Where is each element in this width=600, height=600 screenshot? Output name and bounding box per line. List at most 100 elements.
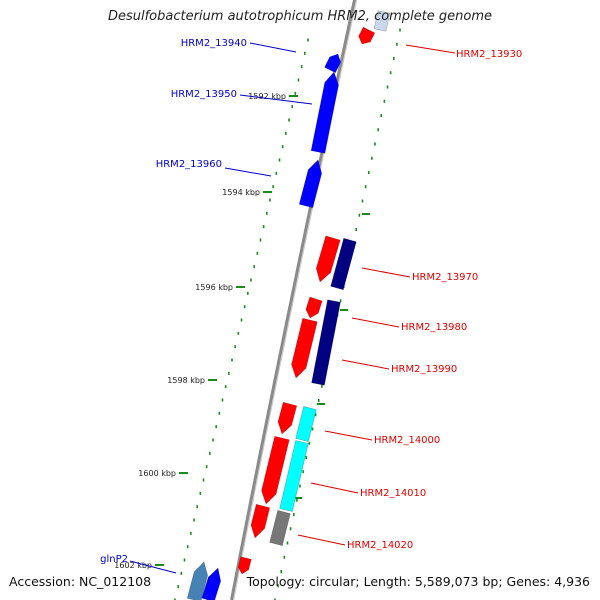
- gene-label-leader: [405, 44, 456, 54]
- inner-scale-dot: [237, 331, 240, 335]
- gene-label-leader: [129, 560, 177, 574]
- outer-scale-dot: [392, 57, 395, 60]
- gene-box-hrm2-14000: [295, 406, 317, 442]
- gene-box-hrm2-13970: [330, 237, 357, 291]
- outer-scale-dot: [367, 171, 370, 174]
- gene-arrow-plus-bottom: [201, 567, 222, 600]
- inner-scale-dot: [228, 371, 230, 375]
- gene-label-leader: [341, 359, 390, 370]
- gene-arrow-hrm2-13960: [298, 159, 323, 209]
- gene-box-hrm2-13990: [311, 299, 341, 386]
- inner-scale-dot: [253, 265, 255, 269]
- gene-label: HRM2_13990: [391, 364, 457, 375]
- gene-label: HRM2_13940: [181, 38, 247, 49]
- outer-scale-dot: [292, 513, 295, 516]
- outer-scale-dot: [296, 498, 298, 502]
- gene-arrow-glnp2: [186, 561, 209, 600]
- inner-scale-dot: [193, 518, 195, 522]
- gene-label-leader: [224, 167, 272, 177]
- inner-scale-dot: [205, 465, 208, 469]
- gene-label: HRM2_14020: [347, 540, 413, 551]
- gene-label-leader: [239, 94, 313, 105]
- genome-stats-text: Topology: circular; Length: 5,589,073 bp…: [246, 574, 590, 589]
- inner-scale-dot: [180, 571, 183, 575]
- gene-box-top: [373, 10, 391, 32]
- gene-box-hrm2-14020: [269, 510, 291, 546]
- inner-scale-dot: [278, 158, 281, 162]
- backbone-highlight: [233, 0, 357, 600]
- inner-scale-dot: [256, 251, 259, 255]
- gene-label: HRM2_13950: [171, 89, 237, 100]
- outer-scale-dot: [314, 413, 317, 417]
- inner-scale-dot: [209, 451, 211, 455]
- gene-arrow-hrm2-13930: [358, 26, 376, 45]
- outer-scale-dot: [383, 99, 386, 103]
- inner-scale-dot: [259, 238, 262, 242]
- inner-scale-dot: [269, 198, 271, 202]
- gene-arrow-hrm2-13940: [324, 53, 341, 74]
- gene-label-leader: [297, 534, 346, 546]
- inner-scale-dot: [291, 105, 293, 109]
- kbp-label: 1596 kbp: [195, 283, 233, 292]
- inner-scale-dot: [215, 425, 217, 429]
- gene-label: glnP2: [100, 554, 128, 565]
- outer-scale-dot: [302, 470, 304, 474]
- gene-box-hrm2-14010: [279, 440, 309, 512]
- kbp-label: 1598 kbp: [167, 376, 205, 385]
- outer-scale-dot: [380, 114, 383, 117]
- gene-label: HRM2_14010: [360, 488, 426, 499]
- outer-scale-dot: [339, 299, 342, 303]
- outer-scale-dot: [283, 555, 286, 559]
- gene-label-leader: [249, 42, 297, 53]
- outer-scale-dot: [289, 527, 292, 531]
- accession-text: Accession: NC_012108: [9, 574, 152, 589]
- gene-label: HRM2_13980: [401, 322, 467, 333]
- gene-label: HRM2_13930: [456, 49, 522, 60]
- outer-scale-dot: [274, 598, 276, 600]
- inner-scale-dot: [218, 411, 221, 415]
- gene-arrow-hrm2-13970: [315, 235, 341, 283]
- map-title: Desulfobacterium autotrophicum HRM2, com…: [107, 9, 493, 24]
- outer-scale-dot: [308, 441, 311, 445]
- inner-scale-dot: [183, 558, 186, 562]
- gene-arrow-hrm2-13990: [291, 317, 318, 379]
- inner-scale-dot: [231, 358, 233, 362]
- outer-scale-dot: [358, 213, 361, 217]
- inner-scale-dot: [272, 185, 274, 189]
- outer-scale-dot: [361, 199, 364, 203]
- inner-scale-dot: [250, 278, 252, 282]
- gene-label-leader: [324, 430, 373, 441]
- gene-arrow-hrm2-14010: [261, 435, 290, 505]
- inner-scale-dot: [174, 598, 176, 600]
- inner-scale-dot: [234, 345, 236, 349]
- inner-scale-dot: [285, 131, 287, 135]
- inner-scale-dot: [304, 51, 306, 55]
- inner-scale-dot: [190, 531, 192, 535]
- inner-scale-dot: [294, 91, 297, 95]
- outer-scale-dot: [371, 156, 373, 160]
- inner-scale-dot: [281, 145, 284, 149]
- outer-scale-dot: [355, 228, 358, 231]
- outer-scale-dot: [280, 570, 283, 573]
- gene-label-leader: [361, 267, 411, 278]
- inner-scale-dot: [297, 78, 300, 82]
- outer-scale-dot: [386, 85, 389, 89]
- gene-arrow-hrm2-13950: [310, 71, 339, 154]
- gene-arrow-bottom: [237, 556, 252, 575]
- inner-scale-dot: [240, 318, 243, 322]
- inner-scale-dot: [266, 211, 268, 215]
- outer-scale-dot: [321, 384, 323, 388]
- gene-label-leader: [351, 317, 400, 328]
- inner-scale-dot: [224, 385, 227, 389]
- inner-scale-dot: [221, 398, 224, 402]
- gene-label: HRM2_13960: [156, 159, 222, 170]
- outer-scale-dot: [374, 142, 376, 146]
- outer-scale-dot: [277, 584, 279, 588]
- outer-scale-dot: [399, 28, 401, 32]
- gene-label: HRM2_13970: [412, 272, 478, 283]
- inner-scale-dot: [212, 438, 214, 442]
- kbp-label: 1592 kbp: [248, 92, 286, 101]
- inner-scale-dot: [307, 38, 309, 42]
- outer-scale-dot: [364, 185, 367, 189]
